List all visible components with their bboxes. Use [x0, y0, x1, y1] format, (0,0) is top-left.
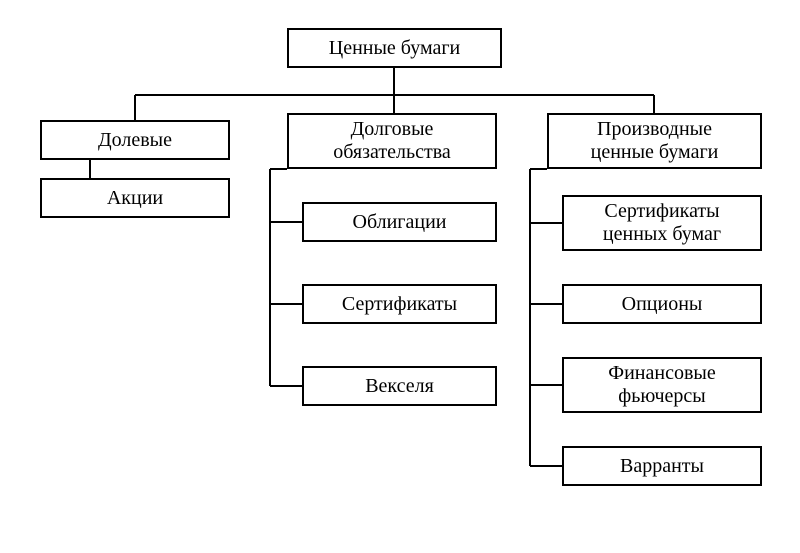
node-label: Сертификатыценных бумаг: [603, 200, 721, 246]
node-label: Ценные бумаги: [329, 37, 461, 60]
node-bonds: Облигации: [302, 202, 497, 242]
node-certs: Сертификаты: [302, 284, 497, 324]
node-bills: Векселя: [302, 366, 497, 406]
node-shares: Акции: [40, 178, 230, 218]
node-futures: Финансовыефьючерсы: [562, 357, 762, 413]
node-options: Опционы: [562, 284, 762, 324]
node-equity: Долевые: [40, 120, 230, 160]
node-label: Акции: [107, 187, 163, 210]
node-label: Векселя: [365, 375, 434, 398]
node-label: Сертификаты: [342, 293, 457, 316]
node-label: Варранты: [620, 455, 704, 478]
node-seccert: Сертификатыценных бумаг: [562, 195, 762, 251]
node-warrants: Варранты: [562, 446, 762, 486]
node-label: Производныеценные бумаги: [591, 118, 719, 164]
node-debt: Долговыеобязательства: [287, 113, 497, 169]
node-label: Облигации: [353, 211, 447, 234]
node-deriv: Производныеценные бумаги: [547, 113, 762, 169]
diagram-canvas: Ценные бумаги Долевые Акции Долговыеобяз…: [0, 0, 800, 553]
node-label: Финансовыефьючерсы: [608, 362, 715, 408]
node-label: Долговыеобязательства: [333, 118, 451, 164]
node-label: Долевые: [98, 129, 172, 152]
node-root: Ценные бумаги: [287, 28, 502, 68]
node-label: Опционы: [622, 293, 703, 316]
